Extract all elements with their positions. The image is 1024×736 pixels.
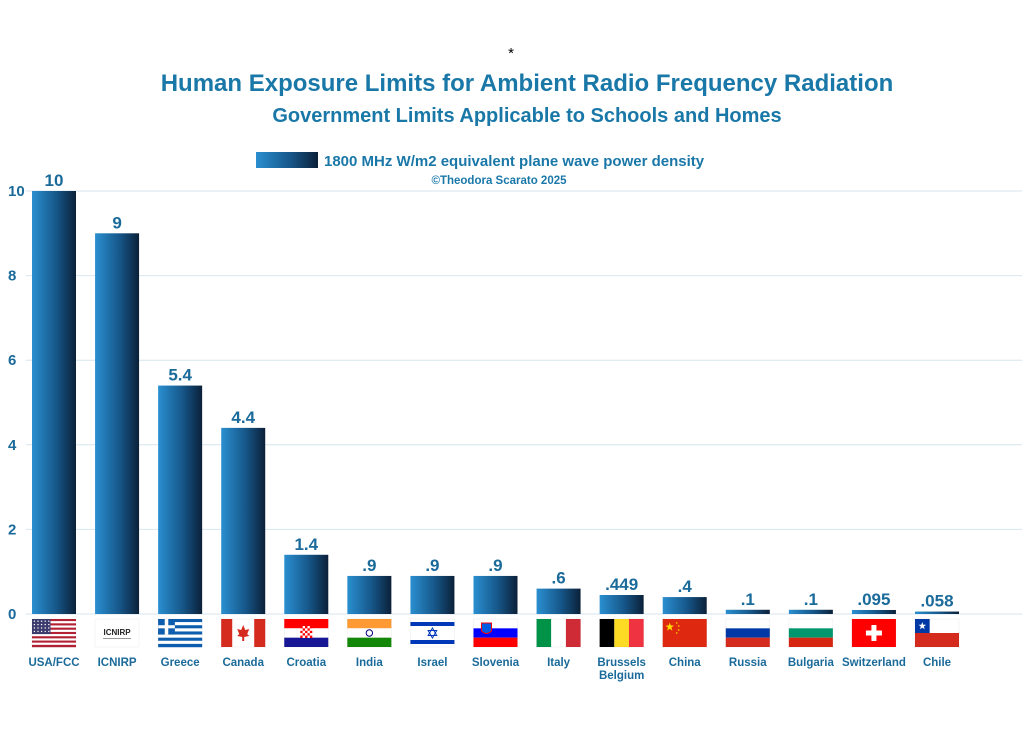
category-label: India [356,657,383,669]
chart-title: Human Exposure Limits for Ambient Radio … [161,70,894,97]
flag-icnirp-icon: ICNIRP [94,618,140,648]
icnirp-logo-text: ICNIRP [104,628,132,637]
data-label: 9 [112,213,121,232]
bar [221,427,266,614]
marker-asterisk: * [508,45,514,62]
category-labels: USA/FCC ICNIRP Greece Canada Croatia India Isr… [28,657,951,682]
category-label: Brussels [597,657,646,669]
category-label: Chile [923,657,951,669]
legend-label: 1800 MHz W/m2 equivalent plane wave powe… [324,153,705,170]
flag-slovenia-icon [473,618,518,648]
data-label: 4.4 [231,408,255,427]
category-label: Slovenia [472,657,520,669]
legend-swatch [256,152,318,168]
data-label: 5.4 [168,366,192,385]
bar [725,609,770,614]
chart-subtitle: Government Limits Applicable to Schools … [272,105,781,127]
bars [32,191,959,615]
copyright: ©Theodora Scarato 2025 [431,175,567,187]
data-label: .095 [857,590,890,609]
y-tick-label: 10 [8,183,25,200]
y-tick-label: 0 [8,606,16,623]
category-label: Canada [222,657,264,669]
category-label: Russia [729,657,767,669]
flag-canada-icon [220,618,266,648]
data-label: .6 [551,569,565,588]
bar [410,575,455,614]
bar [95,233,140,615]
category-label: USA/FCC [28,657,79,669]
category-label: Belgium [599,670,644,682]
value-labels: 10 9 5.4 4.4 1.4 .9 .9 .9 .6 .449 .4 .1 .1 .095 .058 [45,171,954,611]
category-label: Israel [417,657,447,669]
bar [915,611,959,614]
y-tick-label: 6 [8,352,16,369]
category-label: ICNIRP [98,657,137,669]
flag-israel-icon [410,618,455,648]
bar [158,385,203,614]
flags: ICNIRP [31,618,960,648]
flag-bulgaria-icon [788,618,834,648]
data-label: .4 [678,577,693,596]
bar [32,191,76,614]
category-label: China [669,657,702,669]
data-label: .449 [605,575,638,594]
flag-india-icon [347,618,392,648]
category-label: Croatia [286,657,326,669]
flag-belgium-icon [599,618,644,648]
bar [473,575,518,614]
bar [788,609,833,614]
y-tick-label: 8 [8,268,16,285]
category-label: Bulgaria [788,657,835,669]
data-label: 10 [45,171,64,190]
flag-switzerland-icon [851,618,897,648]
bar [536,588,581,614]
data-label: .1 [741,590,755,609]
data-label: .058 [920,592,953,611]
legend: 1800 MHz W/m2 equivalent plane wave powe… [256,152,705,170]
flag-greece-icon [157,618,203,648]
data-label: .9 [425,556,439,575]
y-axis: 0 2 4 6 8 10 [8,183,25,623]
flag-russia-icon [725,618,771,648]
data-label: .9 [488,556,502,575]
bar [662,597,707,614]
category-label: Greece [161,657,200,669]
data-label: .9 [362,556,376,575]
data-label: .1 [804,590,818,609]
flag-chile-icon [914,618,960,648]
flag-croatia-icon [284,618,329,648]
data-label: 1.4 [294,535,318,554]
bar [284,554,329,614]
flag-usa-icon [31,618,77,648]
y-tick-label: 4 [8,437,17,454]
bar [851,609,896,614]
bar [599,595,644,614]
category-label: Switzerland [842,657,906,669]
y-tick-label: 2 [8,521,16,538]
flag-italy-icon [536,618,581,648]
bar [347,575,392,614]
flag-china-icon [662,618,707,648]
category-label: Italy [547,657,571,669]
